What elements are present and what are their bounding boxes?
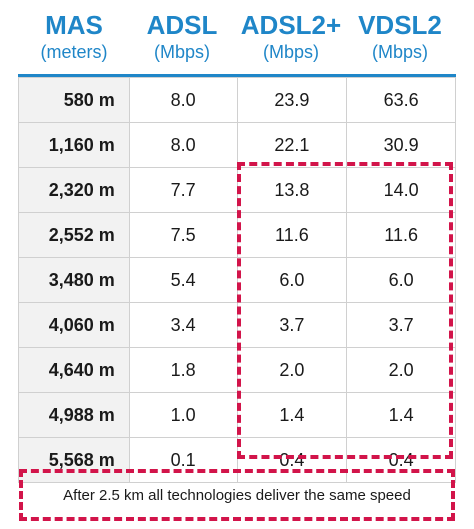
adsl-cell: 5.4 — [128, 257, 238, 303]
adsl-cell: 7.7 — [128, 167, 238, 213]
adsl2plus-cell: 23.9 — [236, 77, 348, 123]
distance-cell: 4,060 m — [18, 302, 130, 348]
table-row: 580 m 8.0 23.9 63.6 — [18, 77, 456, 123]
distance-cell: 4,640 m — [18, 347, 130, 393]
adsl-cell: 1.8 — [128, 347, 238, 393]
table-row: 3,480 m 5.4 6.0 6.0 — [18, 257, 456, 303]
table-row: 1,160 m 8.0 22.1 30.9 — [18, 122, 456, 168]
vdsl2-cell: 2.0 — [346, 347, 456, 393]
vdsl2-cell: 63.6 — [346, 77, 456, 123]
table-row: 4,988 m 1.0 1.4 1.4 — [18, 392, 456, 438]
table-row: 5,568 m 0.1 0.4 0.4 — [18, 437, 456, 483]
adsl2plus-cell: 3.7 — [236, 302, 348, 348]
adsl2plus-cell: 1.4 — [236, 392, 348, 438]
vdsl2-cell: 1.4 — [346, 392, 456, 438]
distance-cell: 3,480 m — [18, 257, 130, 303]
adsl2plus-cell: 22.1 — [236, 122, 348, 168]
adsl2plus-cell: 2.0 — [236, 347, 348, 393]
adsl-cell: 7.5 — [128, 212, 238, 258]
adsl-cell: 8.0 — [128, 122, 238, 168]
table-row: 4,640 m 1.8 2.0 2.0 — [18, 347, 456, 393]
adsl2plus-cell: 0.4 — [236, 437, 348, 483]
adsl2plus-cell: 13.8 — [236, 167, 348, 213]
distance-cell: 4,988 m — [18, 392, 130, 438]
adsl-cell: 0.1 — [128, 437, 238, 483]
distance-cell: 2,552 m — [18, 212, 130, 258]
table-row: 4,060 m 3.4 3.7 3.7 — [18, 302, 456, 348]
header-mas: MAS (meters) — [20, 10, 128, 76]
vdsl2-cell: 0.4 — [346, 437, 456, 483]
table-header: MAS (meters) ADSL (Mbps) ADSL2+ (Mbps) V… — [0, 10, 474, 76]
adsl-cell: 8.0 — [128, 77, 238, 123]
header-adsl: ADSL (Mbps) — [128, 10, 236, 76]
vdsl2-cell: 6.0 — [346, 257, 456, 303]
adsl-cell: 1.0 — [128, 392, 238, 438]
header-adsl-unit: (Mbps) — [153, 42, 210, 62]
header-adsl2plus-title: ADSL2+ — [240, 10, 342, 40]
distance-cell: 5,568 m — [18, 437, 130, 483]
header-adsl2plus: ADSL2+ (Mbps) — [236, 10, 346, 76]
distance-cell: 2,320 m — [18, 167, 130, 213]
distance-cell: 580 m — [18, 77, 130, 123]
header-divider — [18, 74, 456, 77]
adsl-cell: 3.4 — [128, 302, 238, 348]
vdsl2-cell: 30.9 — [346, 122, 456, 168]
header-mas-title: MAS — [45, 10, 103, 40]
header-mas-unit: (meters) — [40, 42, 108, 62]
table-row: 2,320 m 7.7 13.8 14.0 — [18, 167, 456, 213]
header-vdsl2-title: VDSL2 — [358, 10, 442, 40]
header-adsl2plus-unit: (Mbps) — [262, 42, 319, 62]
vdsl2-cell: 11.6 — [346, 212, 456, 258]
table-row: 2,552 m 7.5 11.6 11.6 — [18, 212, 456, 258]
vdsl2-cell: 14.0 — [346, 167, 456, 213]
adsl2plus-cell: 6.0 — [236, 257, 348, 303]
vdsl2-cell: 3.7 — [346, 302, 456, 348]
speed-table: 580 m 8.0 23.9 63.6 1,160 m 8.0 22.1 30.… — [18, 77, 456, 483]
header-adsl-title: ADSL — [146, 10, 218, 40]
distance-cell: 1,160 m — [18, 122, 130, 168]
note-text: After 2.5 km all technologies deliver th… — [63, 486, 411, 504]
header-vdsl2-unit: (Mbps) — [371, 42, 428, 62]
adsl2plus-cell: 11.6 — [236, 212, 348, 258]
note-callout: After 2.5 km all technologies deliver th… — [19, 469, 455, 521]
header-vdsl2: VDSL2 (Mbps) — [346, 10, 454, 76]
